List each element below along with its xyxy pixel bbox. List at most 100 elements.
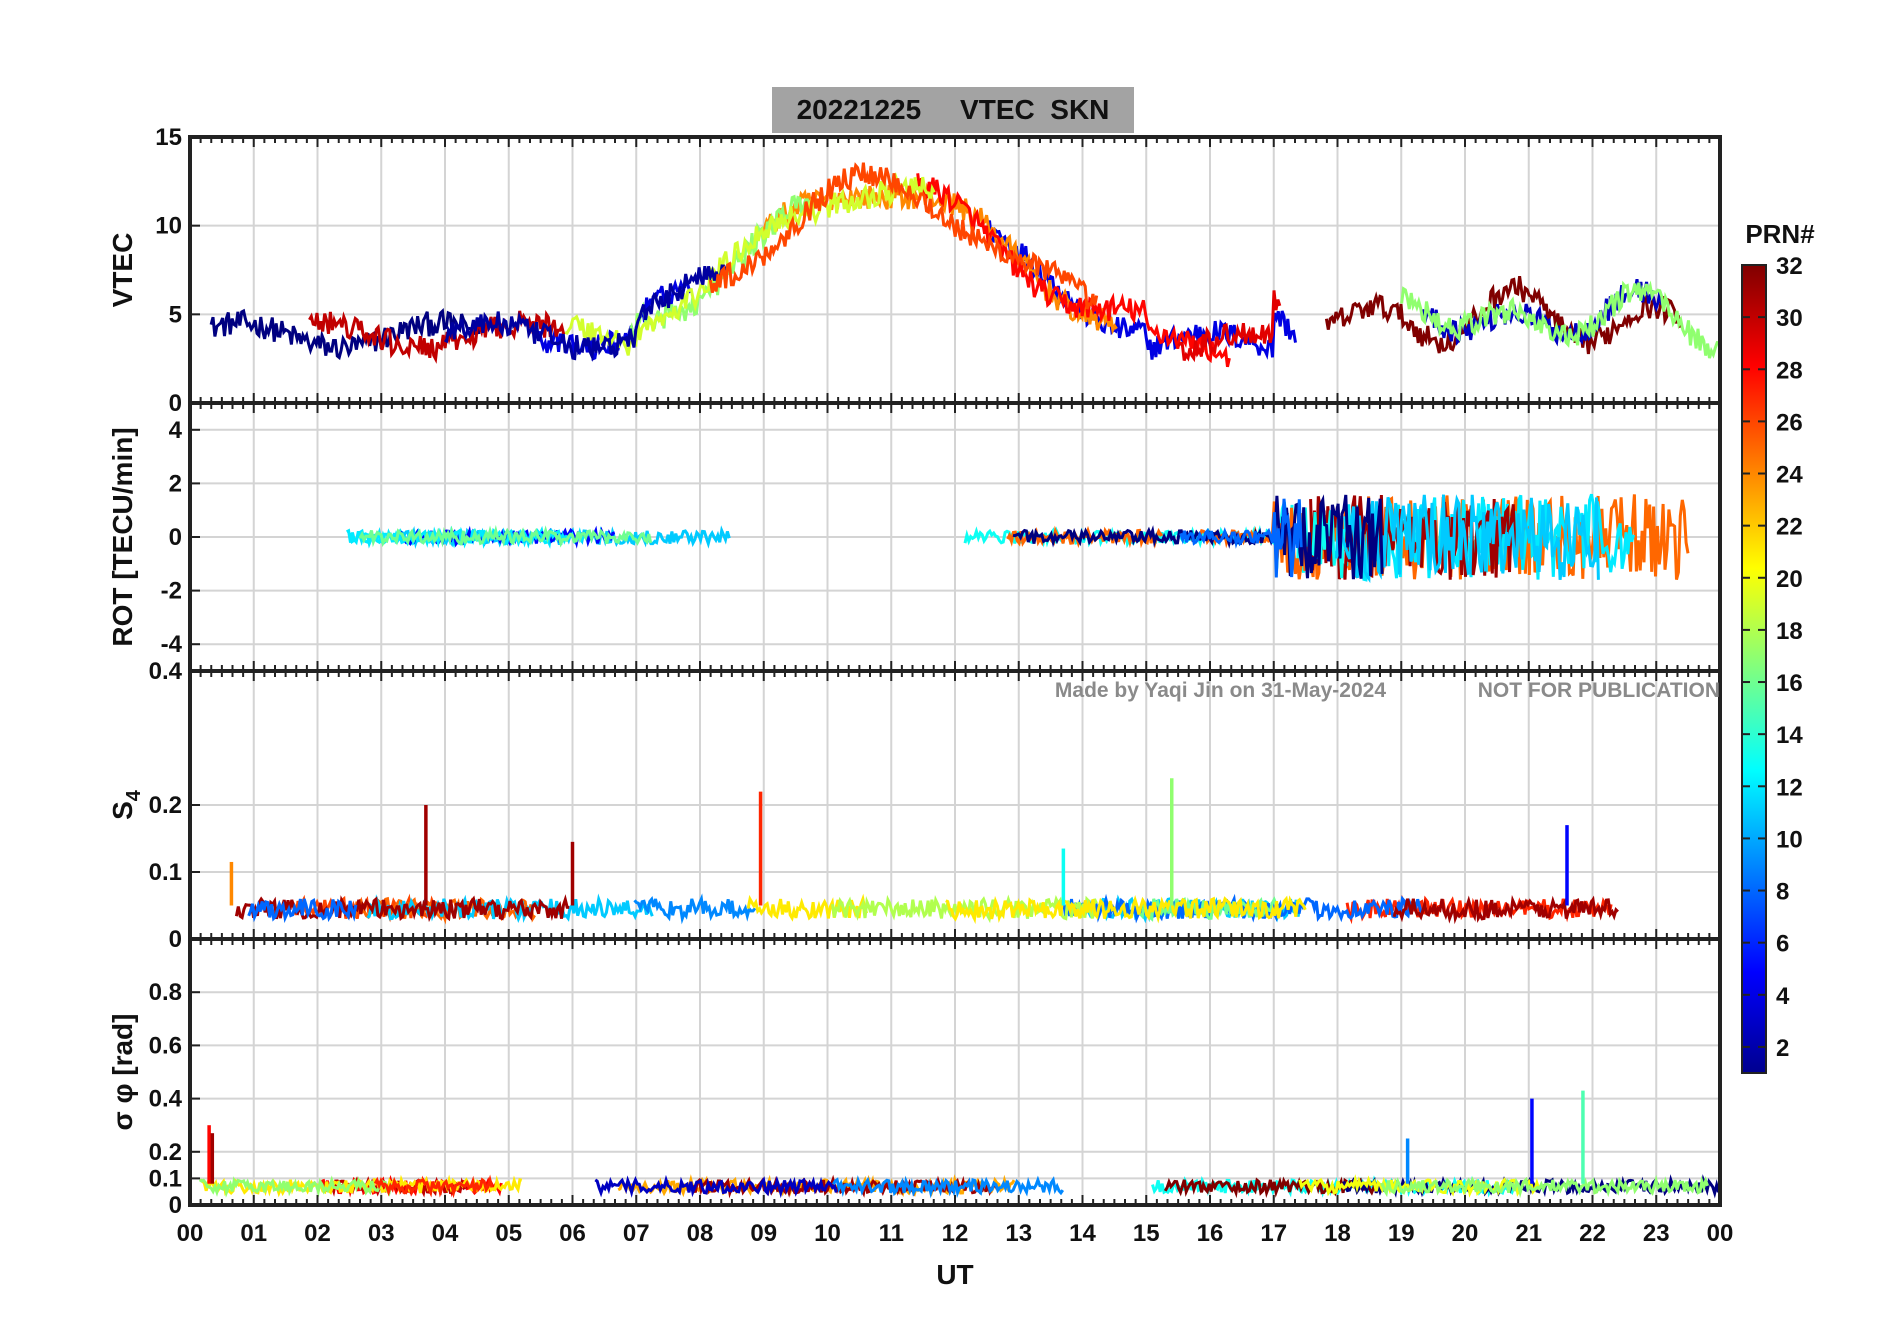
series-line	[708, 162, 1099, 310]
series-line	[234, 894, 570, 923]
x-tick-label: 21	[1515, 1220, 1542, 1247]
x-tick-label: 19	[1388, 1220, 1415, 1247]
series-line	[564, 171, 936, 356]
series-line	[373, 1174, 494, 1199]
series-line	[1400, 280, 1720, 359]
y-tick-label: 0.8	[149, 979, 182, 1006]
colorbar-tick-label: 14	[1776, 722, 1803, 749]
chart-title: 20221225 VTEC SKN	[797, 94, 1110, 125]
series-line	[916, 173, 1231, 368]
colorbar-title: PRN#	[1745, 219, 1815, 249]
x-tick-label: 04	[432, 1220, 459, 1247]
x-tick-label: 00	[177, 1220, 204, 1247]
y-tick-label: 0.4	[149, 658, 183, 685]
traces	[346, 493, 1690, 584]
y-tick-label: -4	[161, 631, 183, 658]
y-tick-label: 0.1	[149, 859, 182, 886]
traces	[209, 162, 1720, 368]
colorbar-gradient	[1741, 264, 1767, 1074]
x-tick-label: 22	[1579, 1220, 1606, 1247]
x-tick-label: 15	[1133, 1220, 1160, 1247]
colorbar-tick-label: 6	[1776, 931, 1789, 958]
x-tick-label: 13	[1005, 1220, 1032, 1247]
series-line	[831, 894, 1098, 924]
title-box: 20221225 VTEC SKN	[772, 87, 1134, 133]
panel-sigma_phi: 00.10.2 0.4 0.6 0.8 σ φ [rad]	[107, 937, 1722, 1219]
grid	[190, 671, 1720, 939]
axis-ticks	[189, 939, 1721, 1206]
colorbar-tick-label: 30	[1776, 305, 1803, 332]
colorbar-tick-label: 8	[1776, 879, 1789, 906]
x-tick-label: 05	[495, 1220, 522, 1247]
y-tick-label: 10	[155, 213, 182, 240]
grid	[190, 403, 1720, 671]
x-tick-label: 02	[304, 1220, 331, 1247]
y-tick-label: 0.1	[149, 1165, 182, 1192]
watermark-note: NOT FOR PUBLICATION	[1478, 679, 1720, 702]
colorbar-tick-label: 2	[1776, 1035, 1789, 1062]
series-line	[1179, 498, 1303, 578]
x-tick-label: 03	[368, 1220, 395, 1247]
y-tick-label: 4	[169, 417, 183, 444]
x-tick-label: 11	[879, 1220, 904, 1247]
axis-ticks	[189, 670, 1721, 940]
y-tick-label: 15	[155, 124, 182, 151]
series-line	[198, 1175, 393, 1198]
series-line	[1012, 494, 1384, 580]
traces	[229, 778, 1619, 925]
x-tick-label: 23	[1643, 1220, 1670, 1247]
colorbar-tick-label: 12	[1776, 774, 1803, 801]
y-tick-label: 0.4	[149, 1086, 183, 1113]
x-tick-label: 08	[687, 1220, 714, 1247]
y-tick-label: 5	[169, 301, 182, 328]
y-tick-label: 2	[169, 470, 182, 497]
series-line	[945, 894, 1307, 925]
x-tick-label: 12	[942, 1220, 969, 1247]
colorbar-tick-label: 20	[1776, 566, 1803, 593]
y-axis-label: S4	[107, 789, 145, 820]
y-axis-label: ROT [TECU/min]	[107, 427, 138, 646]
x-axis-label: UT	[936, 1259, 973, 1290]
y-axis-label: σ φ [rad]	[107, 1014, 138, 1131]
series-line	[832, 1175, 1065, 1199]
watermark-author: Made by Yaqi Jin on 31-May-2024	[1055, 679, 1386, 702]
y-tick-label: 0	[169, 390, 182, 417]
x-tick-label: 18	[1324, 1220, 1351, 1247]
traces	[198, 1090, 1721, 1199]
series-line	[444, 264, 728, 362]
series-line	[1334, 494, 1600, 584]
grid	[190, 939, 1720, 1205]
colorbar-tick-label: 24	[1776, 462, 1803, 489]
colorbar-tick-label: 18	[1776, 618, 1803, 645]
series-line	[1324, 275, 1682, 355]
colorbar-tick-label: 16	[1776, 670, 1803, 697]
y-tick-label: 0.2	[149, 792, 182, 819]
colorbar-tick-label: 22	[1776, 514, 1803, 541]
y-tick-label: 0.6	[149, 1032, 182, 1059]
y-tick-label: 0	[169, 926, 182, 953]
series-line	[247, 897, 358, 924]
panel-rot: -4 -2 0 2 4 ROT [TECU/min]	[107, 401, 1722, 673]
colorbar-tick-label: 28	[1776, 357, 1803, 384]
y-tick-label: -2	[161, 578, 182, 605]
x-tick-label: 14	[1069, 1220, 1096, 1247]
series-line	[633, 893, 757, 925]
panel-s4: 0 0.1 0.2 0.4 S4	[107, 658, 1722, 953]
colorbar-tick-label: 32	[1776, 253, 1803, 280]
panel-vtec: 0 5 10 15 VTEC	[107, 124, 1722, 417]
x-tick-label: 09	[750, 1220, 777, 1247]
series-line	[594, 1174, 838, 1199]
x-tick-label: 01	[240, 1220, 267, 1247]
y-axis-label: VTEC	[107, 233, 138, 308]
grid	[190, 137, 1720, 403]
colorbar-tick-label: 26	[1776, 409, 1803, 436]
series-line	[209, 308, 481, 361]
series-line	[1380, 1174, 1710, 1199]
x-tick-label: 10	[814, 1220, 841, 1247]
series-line	[1177, 290, 1282, 363]
x-tick-label: 17	[1260, 1220, 1287, 1247]
x-tick-label: 20	[1452, 1220, 1479, 1247]
colorbar-tick-label: 10	[1776, 826, 1803, 853]
